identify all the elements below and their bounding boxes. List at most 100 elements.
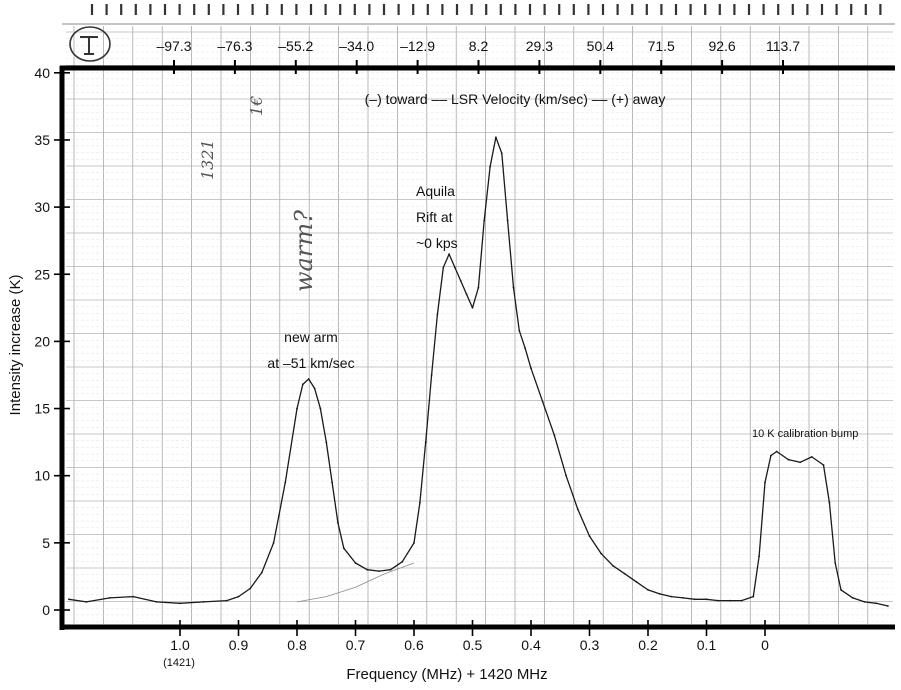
velocity-tick-label: –55.2 xyxy=(278,38,313,54)
spectrum-point xyxy=(576,508,579,511)
spectrum-point xyxy=(740,599,743,602)
y-tick-label: 30 xyxy=(34,199,50,215)
spectrum-point xyxy=(530,367,532,370)
spectrum-point xyxy=(419,501,421,504)
spectrum-point xyxy=(787,458,790,461)
page-circle-mark xyxy=(80,36,98,55)
spectrum-point xyxy=(272,542,275,544)
spectrum-point xyxy=(770,454,772,457)
spectrum-point xyxy=(495,136,497,139)
spectrum-point xyxy=(313,387,316,390)
spectrum-point xyxy=(612,564,614,567)
spectrum-point xyxy=(863,601,866,603)
spectrum-point xyxy=(331,481,333,484)
x-tick-label: 0.8 xyxy=(287,637,307,653)
spectrum-point xyxy=(512,286,515,289)
y-tick-label: 40 xyxy=(34,65,50,81)
spectrum-point xyxy=(342,547,345,550)
velocity-axis: –97.3 –76.3 –55.2 –34.0 –12.9 8.2 29.3 50.4 71.5… xyxy=(156,38,800,74)
x-tick-label: 0 xyxy=(761,637,769,653)
y-tick-label: 5 xyxy=(42,535,50,551)
velocity-axis-title: (–) toward –– LSR Velocity (km/sec) –– (… xyxy=(365,91,666,107)
spectrum-point xyxy=(799,461,801,464)
y-tick-label: 15 xyxy=(34,401,50,417)
spectrum-point xyxy=(518,329,521,332)
annotation-calibration: 10 K calibration bump xyxy=(752,428,858,440)
spectrum-point xyxy=(430,374,433,376)
velocity-tick-label: 50.4 xyxy=(587,38,614,54)
x-tick-label: 0.4 xyxy=(521,637,541,653)
x-tick-label: 0.1 xyxy=(697,637,717,653)
spectrum-point xyxy=(465,293,468,296)
spectrum-point xyxy=(366,568,369,571)
x-tick-sublabel: (1421) xyxy=(163,657,195,669)
handwritten-note: warm? xyxy=(290,210,318,292)
spectrum-point xyxy=(471,306,474,309)
series-layer xyxy=(68,136,889,607)
spectrum-point xyxy=(237,595,240,598)
spectrum-point xyxy=(454,266,456,269)
spectrum-point xyxy=(588,535,591,537)
spectrum-point xyxy=(448,253,450,256)
spectrum-point xyxy=(202,601,205,603)
baseline-trace xyxy=(296,562,415,603)
spectrum-point xyxy=(436,313,439,316)
spectrum-point xyxy=(424,441,427,443)
spectrum-point xyxy=(225,599,228,602)
spectrum-point xyxy=(623,572,626,575)
spectrum-point xyxy=(489,165,491,168)
spectrum-point xyxy=(68,598,70,601)
spectrum-point xyxy=(840,589,842,591)
spectrum-point xyxy=(506,219,509,222)
spectrum-point xyxy=(325,441,328,443)
y-axis: 0 5 10 15 20 25 30 35 40 xyxy=(34,65,70,618)
spectrum-point xyxy=(758,555,760,558)
spectrum-point xyxy=(752,595,755,598)
spectrum-point xyxy=(553,434,556,437)
velocity-tick-label: –12.9 xyxy=(400,38,435,54)
spectrum-point xyxy=(693,598,696,601)
spectrum-point xyxy=(828,501,831,504)
velocity-tick-label: 113.7 xyxy=(766,38,800,54)
spectrum-point xyxy=(887,605,889,607)
velocity-tick-label: 8.2 xyxy=(469,38,489,54)
spectrum-point xyxy=(261,571,263,574)
y-tick-label: 10 xyxy=(34,468,50,484)
spectrum-point xyxy=(155,601,158,603)
spectrum-point xyxy=(442,266,445,269)
spectrum-point xyxy=(717,599,720,602)
spectrum-point xyxy=(775,450,778,453)
spectrum-point xyxy=(459,280,462,282)
spectrum-point xyxy=(500,152,503,155)
spectrum-point xyxy=(296,407,298,410)
spectrum-point xyxy=(477,286,480,289)
x-axis: 1.0 0.9 0.8 0.7 0.6 0.5 0.4 0.3 0.2 0.1 0 xyxy=(170,620,769,653)
spectrum-point xyxy=(85,601,88,603)
spectrum-point xyxy=(541,400,544,403)
spectrum-point xyxy=(319,407,322,410)
spectrum-point xyxy=(851,597,854,599)
x-tick-label: 0.7 xyxy=(346,637,366,653)
y-tick-label: 25 xyxy=(34,266,50,282)
spectrum-point xyxy=(834,562,837,564)
spectrum-line xyxy=(68,136,889,607)
spectrum-point xyxy=(600,552,603,555)
velocity-tick-label: 71.5 xyxy=(648,38,675,54)
handwritten-mark: 1€ xyxy=(247,96,266,116)
annotation-new-arm-line2: at –51 km/sec xyxy=(267,355,354,371)
page-circle xyxy=(69,26,111,62)
spectrum-point xyxy=(401,560,404,563)
x-tick-label: 0.2 xyxy=(638,637,658,653)
spectrum-point xyxy=(810,456,813,458)
spectrum-point xyxy=(565,474,567,477)
x-tick-label: 0.9 xyxy=(229,637,249,653)
velocity-tick-label: –34.0 xyxy=(339,38,374,54)
annotation-aquila-line1: Aquila xyxy=(416,183,455,199)
spectrum-point xyxy=(658,593,661,595)
top-tick-strip xyxy=(90,4,882,15)
grid-lines xyxy=(66,26,893,624)
velocity-tick-label: –97.3 xyxy=(156,38,191,54)
